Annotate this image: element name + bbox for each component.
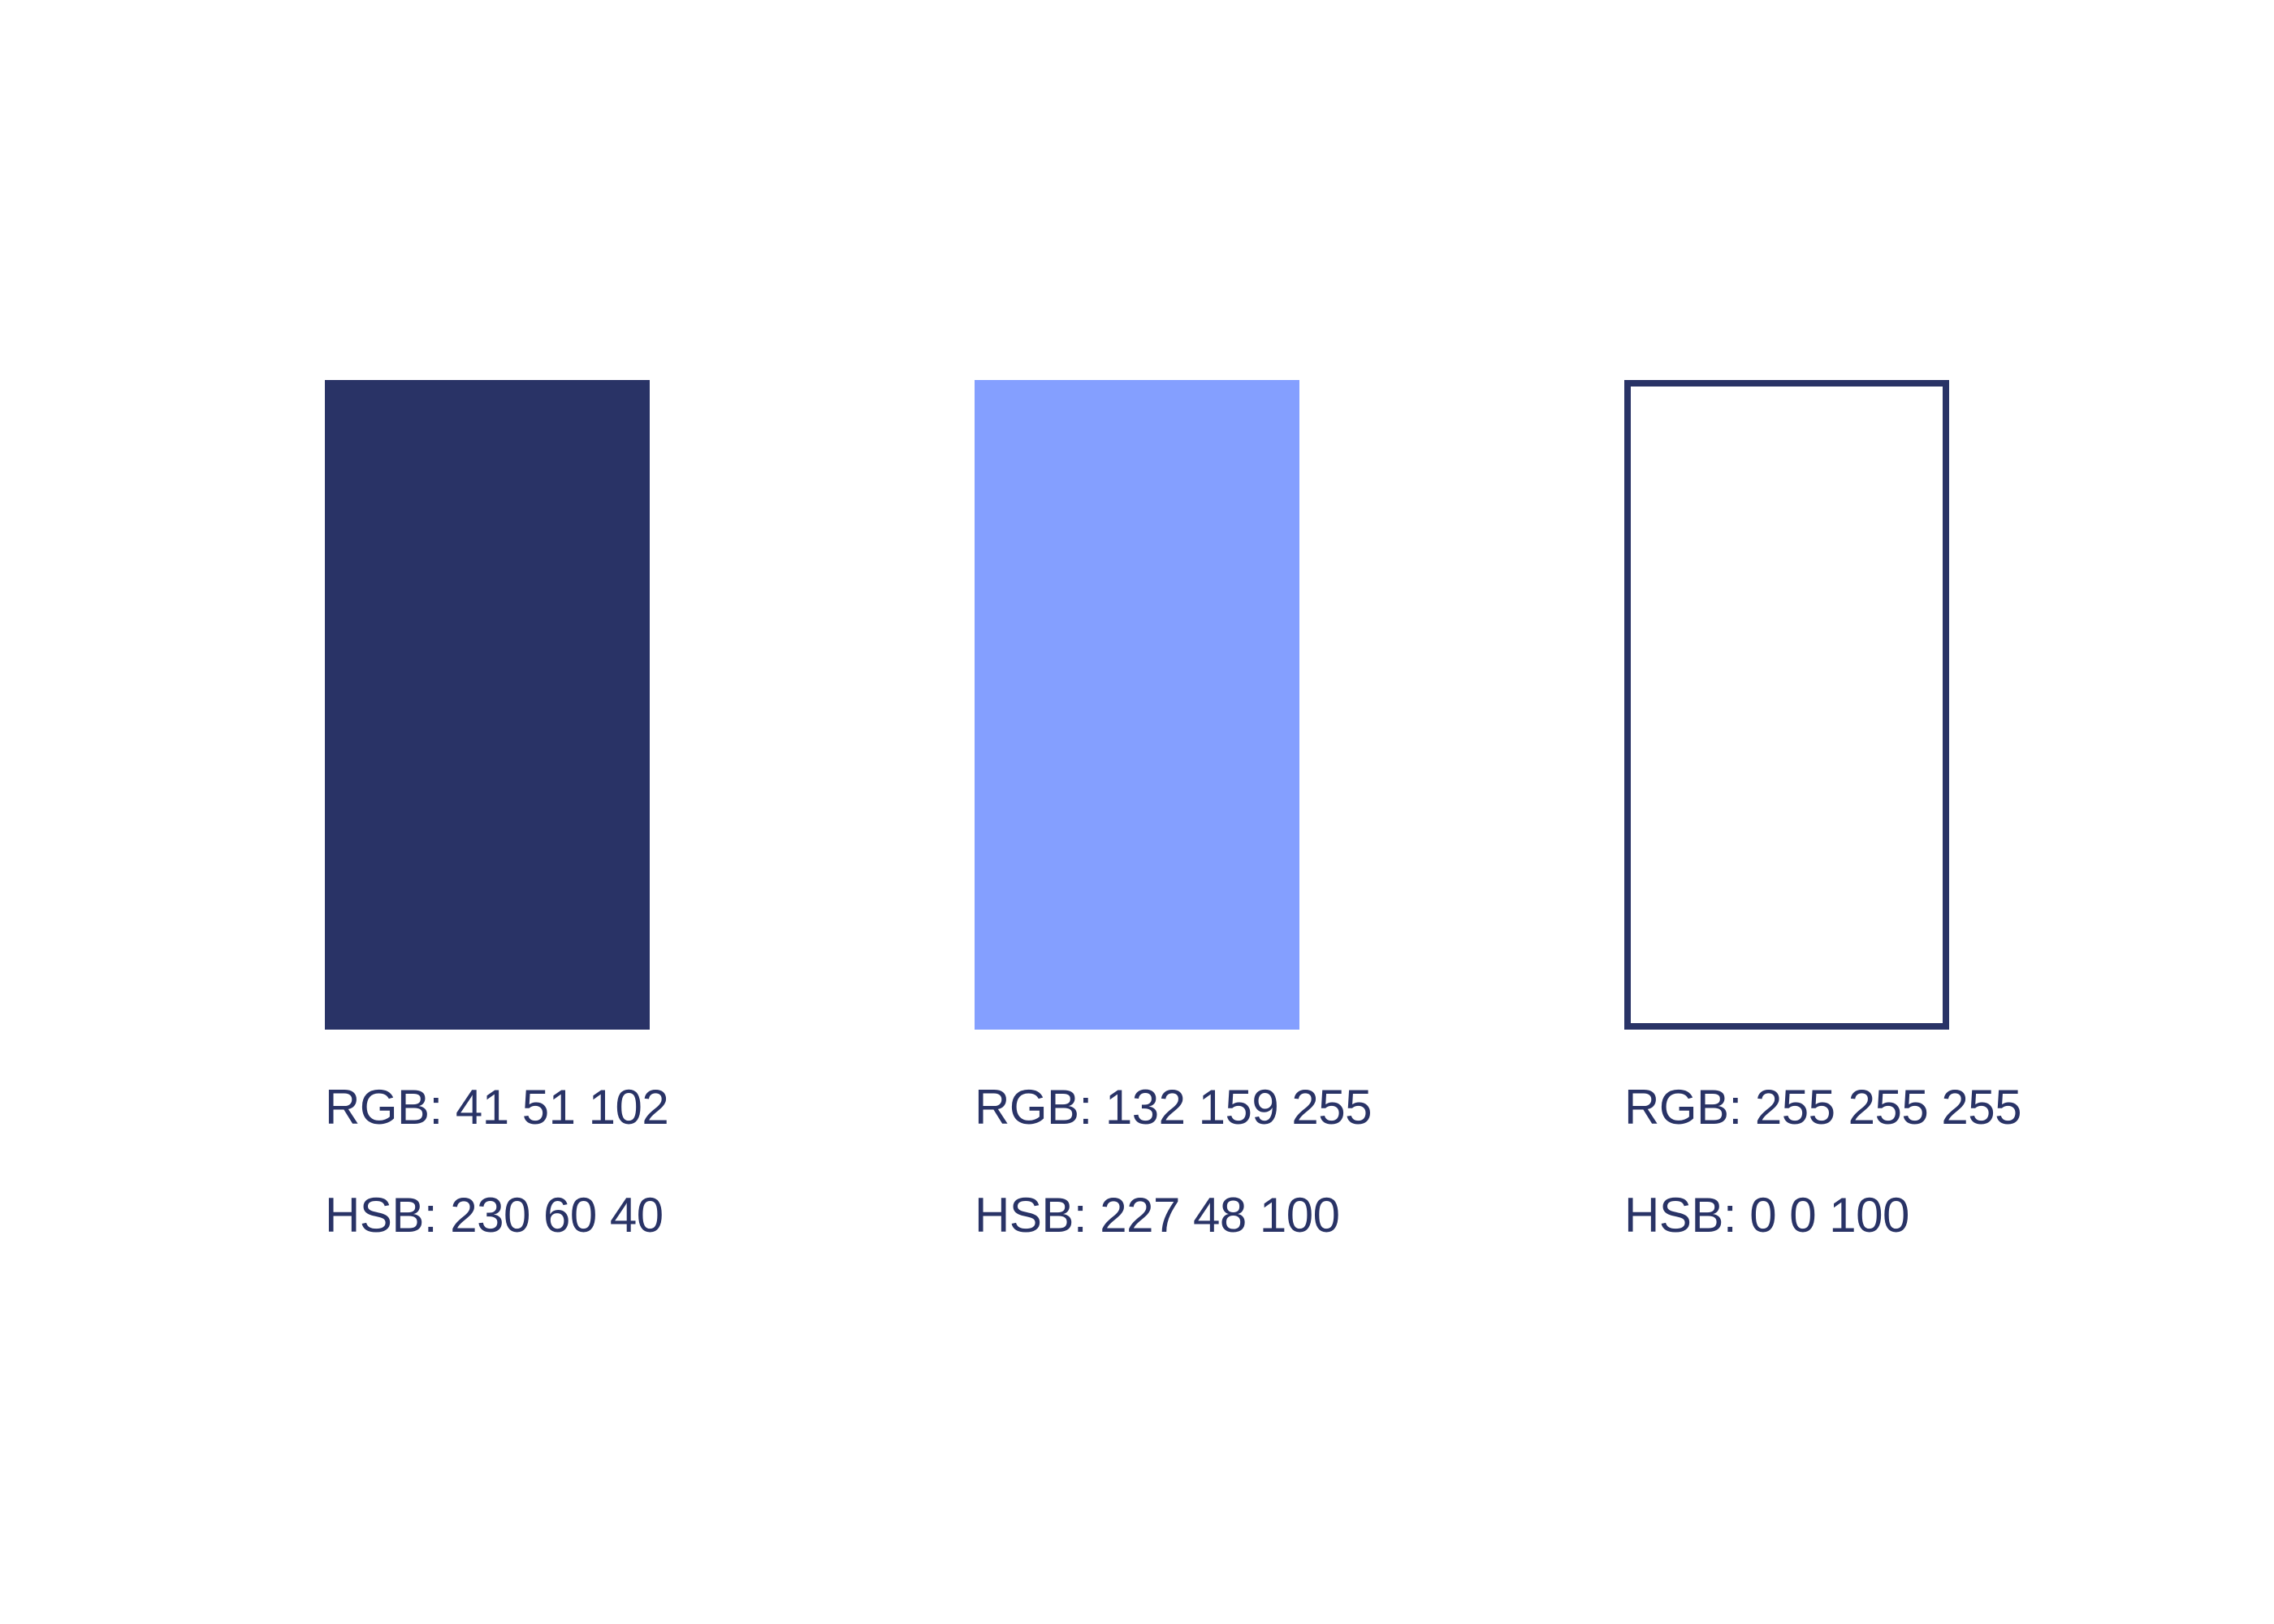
rgb-value-label: RGB: 255 255 255: [1624, 1080, 2022, 1134]
color-swatch-white: [1624, 380, 1949, 1030]
color-swatch-dark-navy: [325, 380, 650, 1030]
hsb-value-label: HSB: 0 0 100: [1624, 1188, 1909, 1242]
swatch-group-dark-navy: RGB: 41 51 102 HSB: 230 60 40: [325, 380, 669, 1242]
hsb-value-label: HSB: 230 60 40: [325, 1188, 664, 1242]
color-swatch-periwinkle-blue: [975, 380, 1299, 1030]
hsb-value-label: HSB: 227 48 100: [975, 1188, 1340, 1242]
swatch-group-periwinkle-blue: RGB: 132 159 255 HSB: 227 48 100: [975, 380, 1373, 1242]
rgb-value-label: RGB: 132 159 255: [975, 1080, 1373, 1134]
rgb-value-label: RGB: 41 51 102: [325, 1080, 669, 1134]
swatch-group-white: RGB: 255 255 255 HSB: 0 0 100: [1624, 380, 2022, 1242]
